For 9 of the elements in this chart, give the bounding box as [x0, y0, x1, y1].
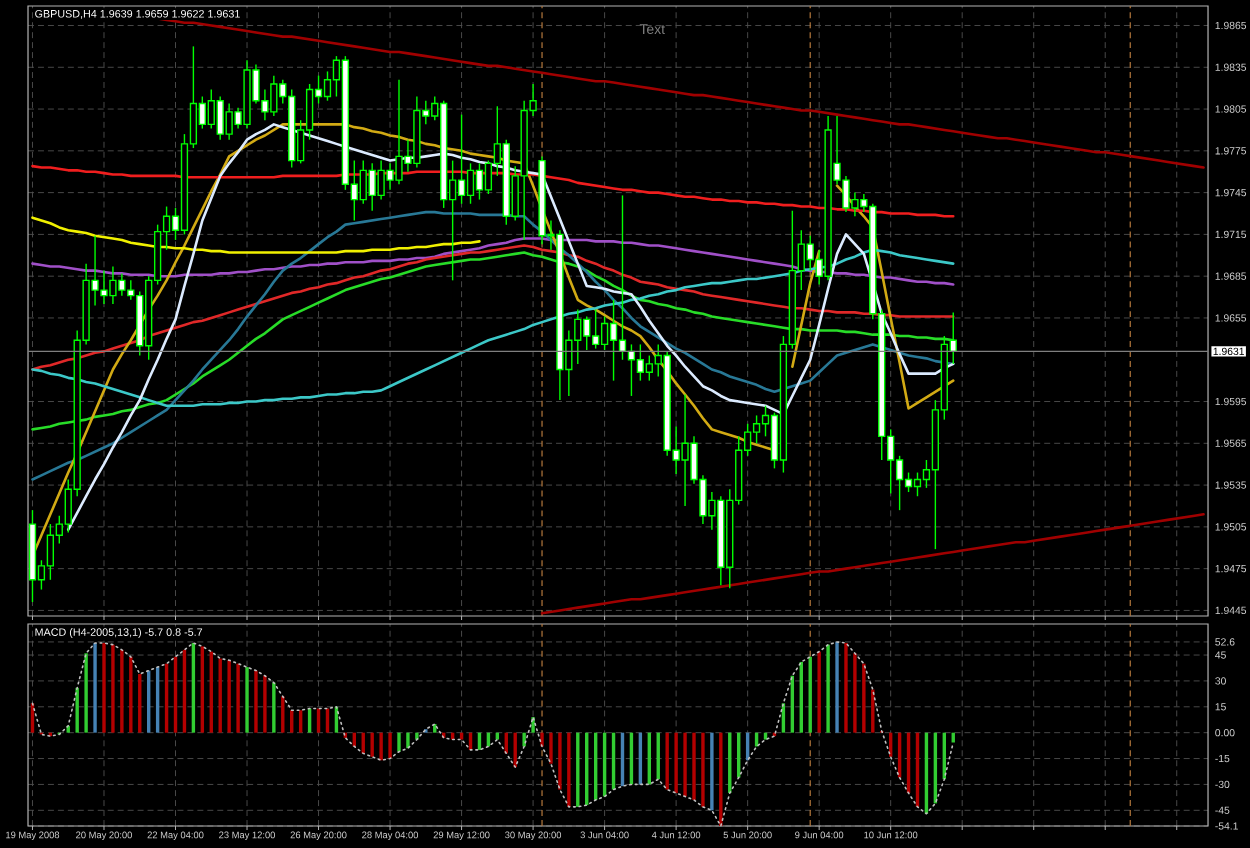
- candlestick: [609, 299, 618, 382]
- candlestick: [636, 343, 645, 382]
- candlestick: [46, 523, 55, 581]
- candlestick: [913, 471, 922, 497]
- candlestick: [457, 113, 466, 205]
- candlestick: [466, 162, 475, 205]
- candlestick: [475, 162, 484, 201]
- candlestick: [752, 414, 761, 444]
- candlestick: [600, 315, 609, 351]
